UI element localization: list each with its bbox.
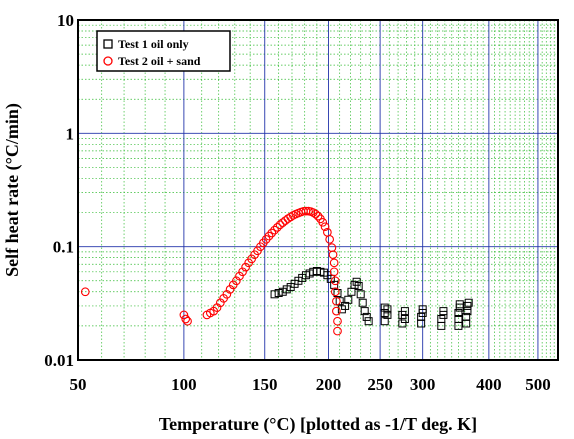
data-point-test1 <box>333 289 342 298</box>
data-point-test1 <box>462 312 471 321</box>
data-point-test2 <box>183 316 192 326</box>
data-point-test1 <box>380 317 389 326</box>
data-point-test2 <box>329 258 339 268</box>
x-tick-label: 100 <box>171 375 197 394</box>
data-point-test2 <box>318 217 328 227</box>
data-point-test1 <box>270 290 279 299</box>
data-point-test1 <box>344 295 353 304</box>
data-point-test2 <box>179 310 189 320</box>
data-point-test2 <box>330 287 340 297</box>
data-point-test2 <box>286 212 296 222</box>
data-point-test1 <box>464 298 473 307</box>
data-point-test1 <box>364 317 373 326</box>
data-point-test1 <box>463 307 472 316</box>
data-point-test2 <box>327 243 337 253</box>
y-tick-label: 0.1 <box>53 238 74 257</box>
data-point-test2 <box>311 209 321 219</box>
data-point-test2 <box>325 235 335 244</box>
data-point-test1 <box>354 281 363 290</box>
data-point-test2 <box>272 223 282 232</box>
data-point-test2 <box>329 267 339 277</box>
data-point-test1 <box>362 312 371 321</box>
data-marks <box>80 206 473 336</box>
data-point-test1 <box>454 308 463 317</box>
data-point-test1 <box>335 297 344 306</box>
x-tick-label: 150 <box>252 375 278 394</box>
legend-label-test2: Test 2 oil + sand <box>118 54 201 68</box>
data-point-test1 <box>455 300 464 309</box>
data-point-test1 <box>383 310 392 319</box>
data-point-test2 <box>328 250 338 260</box>
y-tick-label: 10 <box>57 11 74 30</box>
data-point-test1 <box>418 305 427 314</box>
data-point-test2 <box>232 276 241 286</box>
data-point-test1 <box>360 307 369 316</box>
data-point-test1 <box>358 298 367 307</box>
legend-marker-circle <box>103 56 113 66</box>
data-point-test2 <box>241 262 250 272</box>
legend: Test 1 oil only Test 2 oil + sand <box>96 30 231 72</box>
legend-box <box>96 30 231 72</box>
data-point-test2 <box>333 326 342 336</box>
data-point-test1 <box>454 315 463 324</box>
data-point-test2 <box>264 231 274 241</box>
data-point-test1 <box>398 319 407 328</box>
x-tick-label: 400 <box>476 375 502 394</box>
data-point-test1 <box>400 307 409 316</box>
axis-ticks: 50 100 150 200 250 300 400 500 0.01 0.1 1 10 <box>44 11 550 394</box>
data-point-test2 <box>275 220 285 230</box>
data-point-test2 <box>332 306 341 316</box>
data-point-test2 <box>313 211 323 221</box>
data-point-test1 <box>356 290 365 299</box>
x-tick-label: 250 <box>367 375 393 394</box>
x-axis-label: Temperature (°C) [plotted as -1/T deg. K… <box>159 414 477 435</box>
data-point-test1 <box>274 289 283 298</box>
y-axis-label: Self heat rate (°C/min) <box>2 103 23 277</box>
data-point-test2 <box>332 296 341 306</box>
data-point-test2 <box>238 267 247 277</box>
plot-frame <box>77 19 559 361</box>
x-tick-label: 200 <box>316 375 342 394</box>
data-point-test1 <box>380 303 389 312</box>
legend-marker-square <box>103 39 113 49</box>
data-point-test2 <box>333 316 342 326</box>
data-point-test1 <box>383 305 392 314</box>
data-point-test1 <box>437 315 446 324</box>
data-point-test1 <box>400 315 409 324</box>
data-point-test1 <box>352 277 361 286</box>
legend-label-test1: Test 1 oil only <box>118 37 189 51</box>
x-tick-label: 500 <box>525 375 551 394</box>
data-point-test2 <box>267 228 277 238</box>
x-tick-label: 300 <box>410 375 436 394</box>
data-point-test2 <box>225 285 235 294</box>
data-point-test2 <box>330 276 340 286</box>
data-point-test1 <box>439 307 448 316</box>
y-tick-label: 1 <box>66 124 75 143</box>
x-tick-label: 50 <box>70 375 87 394</box>
data-point-test2 <box>270 225 279 235</box>
data-point-test2 <box>80 287 90 297</box>
data-point-test2 <box>320 222 330 232</box>
data-point-test2 <box>181 314 191 324</box>
y-tick-label: 0.01 <box>44 351 74 370</box>
